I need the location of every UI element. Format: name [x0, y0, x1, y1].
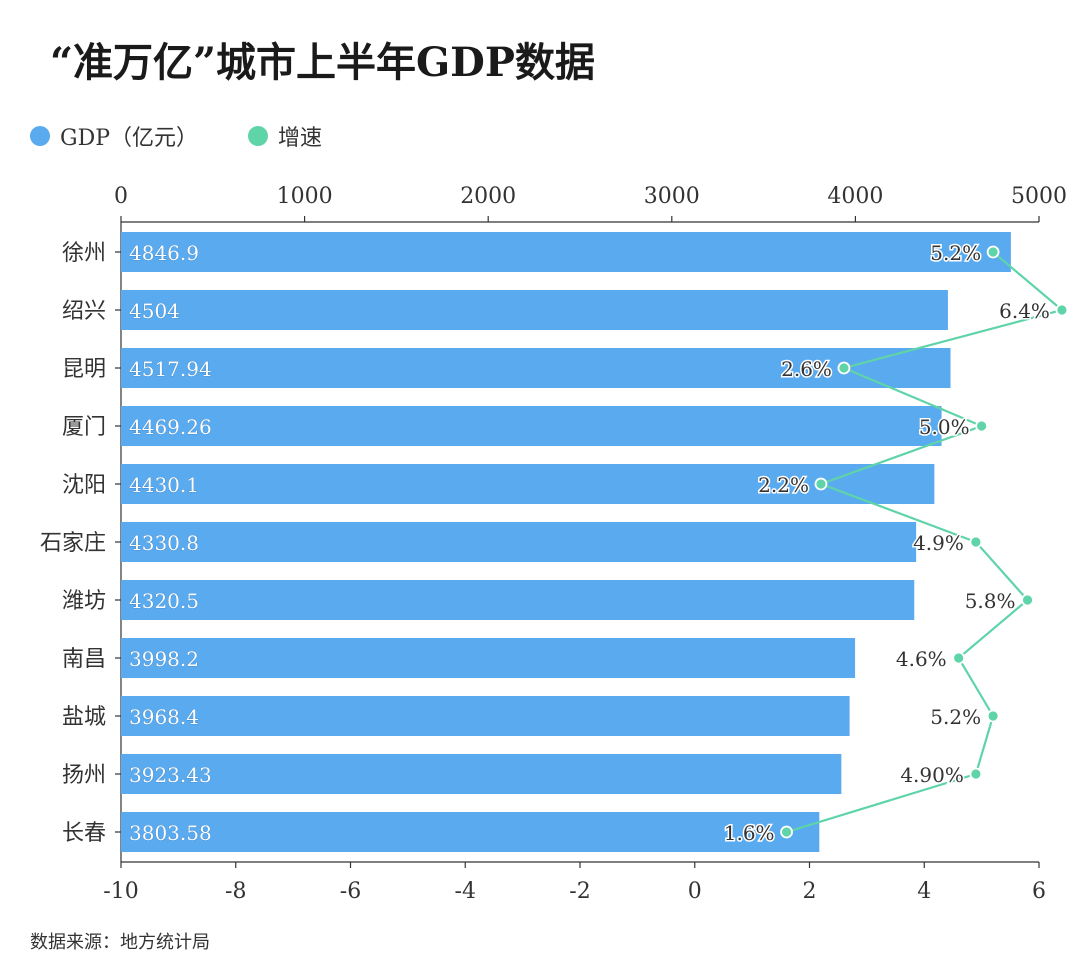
top-axis-tick-label: 5000 [1011, 184, 1067, 209]
growth-value-label: 5.0% [919, 415, 970, 439]
legend: GDP（亿元） 增速 [30, 120, 372, 152]
category-label: 徐州 [62, 241, 106, 266]
gdp-value-label: 4330.8 [129, 531, 199, 555]
gdp-bar [121, 232, 1011, 272]
growth-point [1055, 303, 1069, 317]
legend-dot-gdp [30, 126, 50, 146]
top-axis-tick-label: 4000 [827, 184, 883, 209]
gdp-bar [121, 348, 951, 388]
growth-point [986, 709, 1000, 723]
growth-point [969, 535, 983, 549]
gdp-value-label: 3923.43 [129, 763, 212, 787]
category-label: 绍兴 [62, 299, 106, 324]
bottom-axis-tick-label: -8 [225, 879, 246, 904]
gdp-value-label: 4504 [129, 299, 180, 323]
growth-point [837, 361, 851, 375]
chart-title: “准万亿”城市上半年GDP数据 [50, 39, 595, 86]
growth-point [969, 767, 983, 781]
bottom-axis-tick-label: -2 [569, 879, 590, 904]
category-label: 石家庄 [40, 531, 106, 556]
gdp-value-label: 3803.58 [129, 821, 212, 845]
bottom-axis-tick-label: -6 [340, 879, 361, 904]
gdp-value-label: 4320.5 [129, 589, 199, 613]
growth-value-label: 2.6% [781, 357, 832, 381]
growth-point [814, 477, 828, 491]
legend-dot-growth [248, 126, 269, 146]
growth-point [1021, 593, 1034, 607]
legend-item-gdp[interactable]: GDP（亿元） [30, 120, 198, 152]
growth-value-label: 1.6% [724, 821, 775, 845]
gdp-bar [121, 464, 935, 504]
top-axis-tick-label: 0 [114, 184, 128, 209]
category-label: 南昌 [62, 647, 106, 672]
growth-point [952, 651, 966, 665]
legend-label-growth: 增速 [278, 126, 323, 151]
bottom-axis-tick-label: 0 [688, 879, 702, 904]
source-note: 数据来源：地方统计局 [30, 932, 210, 953]
growth-value-label: 5.2% [930, 705, 981, 729]
top-axis-tick-label: 1000 [277, 184, 333, 209]
category-label: 长春 [62, 821, 106, 846]
gdp-bar [121, 638, 856, 678]
bottom-axis-tick-label: 4 [917, 879, 931, 904]
gdp-value-label: 4846.9 [129, 241, 199, 265]
bottom-axis-tick-label: -4 [455, 879, 476, 904]
bottom-axis-tick-label: -10 [103, 879, 138, 904]
gdp-value-label: 4430.1 [129, 473, 199, 497]
gdp-bar [121, 696, 850, 736]
category-label: 潍坊 [62, 589, 106, 614]
bottom-axis-tick-label: 6 [1032, 879, 1046, 904]
gdp-bar [121, 754, 842, 794]
legend-item-growth[interactable]: 增速 [248, 120, 322, 152]
growth-value-label: 4.6% [896, 647, 947, 671]
legend-label-gdp: GDP（亿元） [60, 126, 199, 151]
gdp-bar [121, 812, 820, 852]
gdp-bar [121, 522, 917, 562]
category-label: 昆明 [62, 357, 106, 382]
growth-value-label: 5.8% [965, 589, 1016, 613]
growth-value-label: 6.4% [999, 299, 1050, 323]
bottom-axis-tick-label: 2 [803, 879, 817, 904]
growth-point [975, 419, 989, 433]
gdp-bar [121, 406, 942, 446]
gdp-value-label: 4469.26 [129, 415, 212, 439]
growth-value-label: 4.9% [913, 531, 964, 555]
gdp-bar [121, 290, 948, 330]
gdp-value-label: 3998.2 [129, 647, 199, 671]
growth-value-label: 5.2% [930, 241, 981, 265]
category-label: 扬州 [62, 763, 106, 788]
growth-value-label: 4.90% [900, 763, 964, 787]
top-axis-tick-label: 3000 [644, 184, 700, 209]
category-label: 沈阳 [62, 473, 106, 498]
growth-point [986, 245, 1000, 259]
category-label: 厦门 [62, 415, 106, 440]
gdp-bar [121, 580, 915, 620]
growth-value-label: 2.2% [758, 473, 809, 497]
gdp-value-label: 4517.94 [129, 357, 212, 381]
growth-point [780, 825, 793, 839]
top-axis-tick-label: 2000 [460, 184, 516, 209]
gdp-value-label: 3968.4 [129, 705, 199, 729]
category-label: 盐城 [62, 705, 106, 730]
